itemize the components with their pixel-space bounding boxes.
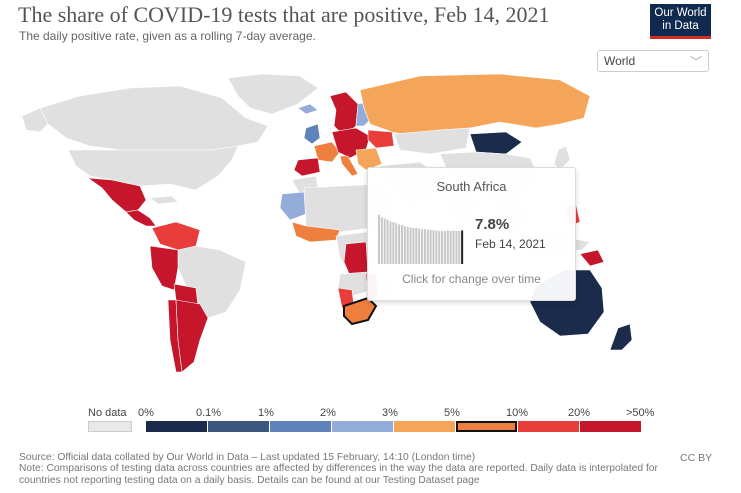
legend-bin-6[interactable] xyxy=(518,421,579,432)
footer-notes: Source: Official data collated by Our Wo… xyxy=(19,452,659,486)
sparkline-bar xyxy=(455,231,458,264)
tooltip-date: Feb 14, 2021 xyxy=(475,237,546,251)
tooltip-cta: Click for change over time xyxy=(402,272,541,286)
sparkline-bar xyxy=(421,229,424,264)
tooltip-country-name: South Africa xyxy=(436,179,507,194)
country-japan[interactable] xyxy=(553,145,571,171)
logo-line-1: Our World xyxy=(654,7,707,19)
sparkline-bar xyxy=(423,229,426,264)
chevron-down-icon: ﹀ xyxy=(689,55,702,69)
footer-note: Note: Comparisons of testing data across… xyxy=(19,463,658,486)
sparkline-bar xyxy=(432,230,435,264)
legend-label-last: >50% xyxy=(626,407,655,419)
legend-label-5: 5% xyxy=(444,407,460,419)
sparkline-bar xyxy=(429,229,432,264)
logo-line-2: in Data xyxy=(662,20,699,32)
sparkline-bar xyxy=(452,230,455,264)
legend-bin-5[interactable] xyxy=(456,421,517,432)
legend-bin-1[interactable] xyxy=(208,421,269,432)
legend-label-4: 3% xyxy=(382,407,398,419)
country-tooltip[interactable]: South Africa 7.8% Feb 14, 2021 Click for… xyxy=(367,167,576,301)
legend-nodata-label: No data xyxy=(88,407,127,419)
sparkline-bar xyxy=(398,224,401,264)
legend-label-1: 0.1% xyxy=(196,407,222,419)
sparkline-bar xyxy=(380,217,383,264)
sparkline-bar xyxy=(458,231,461,264)
country-iberia[interactable] xyxy=(293,157,321,177)
country-drc-region[interactable] xyxy=(343,241,369,277)
legend-bin-7[interactable] xyxy=(580,421,641,432)
country-mauritania-mali[interactable] xyxy=(279,191,307,221)
country-cuba[interactable] xyxy=(149,195,179,205)
legend-label-7: 20% xyxy=(568,407,591,419)
country-argentina[interactable] xyxy=(175,299,209,373)
country-papua-new-guinea[interactable] xyxy=(579,249,605,267)
sparkline-bar xyxy=(426,229,429,264)
sparkline-bar xyxy=(403,226,406,264)
country-greenland[interactable] xyxy=(227,73,319,115)
country-kazakhstan[interactable] xyxy=(393,127,471,155)
legend-bin-3[interactable] xyxy=(332,421,393,432)
sparkline-bar xyxy=(378,214,381,264)
chart-subtitle: The daily positive rate, given as a roll… xyxy=(19,29,316,43)
footer-source: Source: Official data collated by Our Wo… xyxy=(19,452,476,463)
country-mongolia[interactable] xyxy=(469,131,523,155)
legend-nodata-swatch[interactable] xyxy=(88,421,132,432)
sparkline-bar xyxy=(415,228,418,264)
sparkline-bar xyxy=(400,225,403,264)
country-colombia-venezuela[interactable] xyxy=(151,221,201,251)
sparkline-bar xyxy=(406,226,409,264)
region-select-value: World xyxy=(604,54,636,68)
country-iceland[interactable] xyxy=(297,103,319,115)
country-russia[interactable] xyxy=(359,73,591,137)
sparkline-bar xyxy=(438,231,441,264)
country-ukraine[interactable] xyxy=(367,129,395,149)
country-central-america[interactable] xyxy=(125,209,157,227)
sparkline-bar xyxy=(449,231,452,264)
country-alaska[interactable] xyxy=(21,107,49,133)
tooltip-value: 7.8% xyxy=(475,216,510,233)
sparkline-bar xyxy=(409,227,412,264)
country-france[interactable] xyxy=(313,141,341,163)
logo-accent-bar xyxy=(650,36,711,39)
sparkline-bar xyxy=(412,228,415,264)
legend-label-6: 10% xyxy=(506,407,529,419)
country-canada[interactable] xyxy=(39,85,269,151)
license-link[interactable]: CC BY xyxy=(680,452,713,464)
legend-bin-4[interactable] xyxy=(394,421,455,432)
chart-title: The share of COVID-19 tests that are pos… xyxy=(18,2,550,27)
country-italy[interactable] xyxy=(339,155,359,177)
sparkline-bar xyxy=(395,223,398,264)
legend-label-3: 2% xyxy=(320,407,336,419)
country-west-africa[interactable] xyxy=(291,221,341,243)
sparkline-bar xyxy=(443,231,446,264)
country-peru[interactable] xyxy=(149,245,179,291)
owid-logo[interactable]: Our World in Data xyxy=(650,4,711,38)
legend-bin-2[interactable] xyxy=(270,421,331,432)
sparkline-bar xyxy=(389,221,392,264)
legend-label-0: 0% xyxy=(138,407,154,419)
sparkline-bar xyxy=(461,230,464,264)
sparkline-bar xyxy=(386,219,389,264)
region-select[interactable]: World ﹀ xyxy=(597,50,709,72)
legend-label-2: 1% xyxy=(258,407,274,419)
sparkline-bar xyxy=(383,218,386,264)
country-new-zealand[interactable] xyxy=(609,323,633,351)
legend-bin-0[interactable] xyxy=(146,421,207,432)
sparkline-bar xyxy=(435,230,438,264)
country-uk-ireland[interactable] xyxy=(303,123,321,145)
sparkline-bar xyxy=(392,222,395,264)
sparkline-bar xyxy=(441,231,444,264)
country-usa[interactable] xyxy=(67,145,239,191)
sparkline-bar xyxy=(418,228,421,264)
sparkline-bar xyxy=(446,230,449,264)
tooltip-sparkline xyxy=(378,214,464,264)
